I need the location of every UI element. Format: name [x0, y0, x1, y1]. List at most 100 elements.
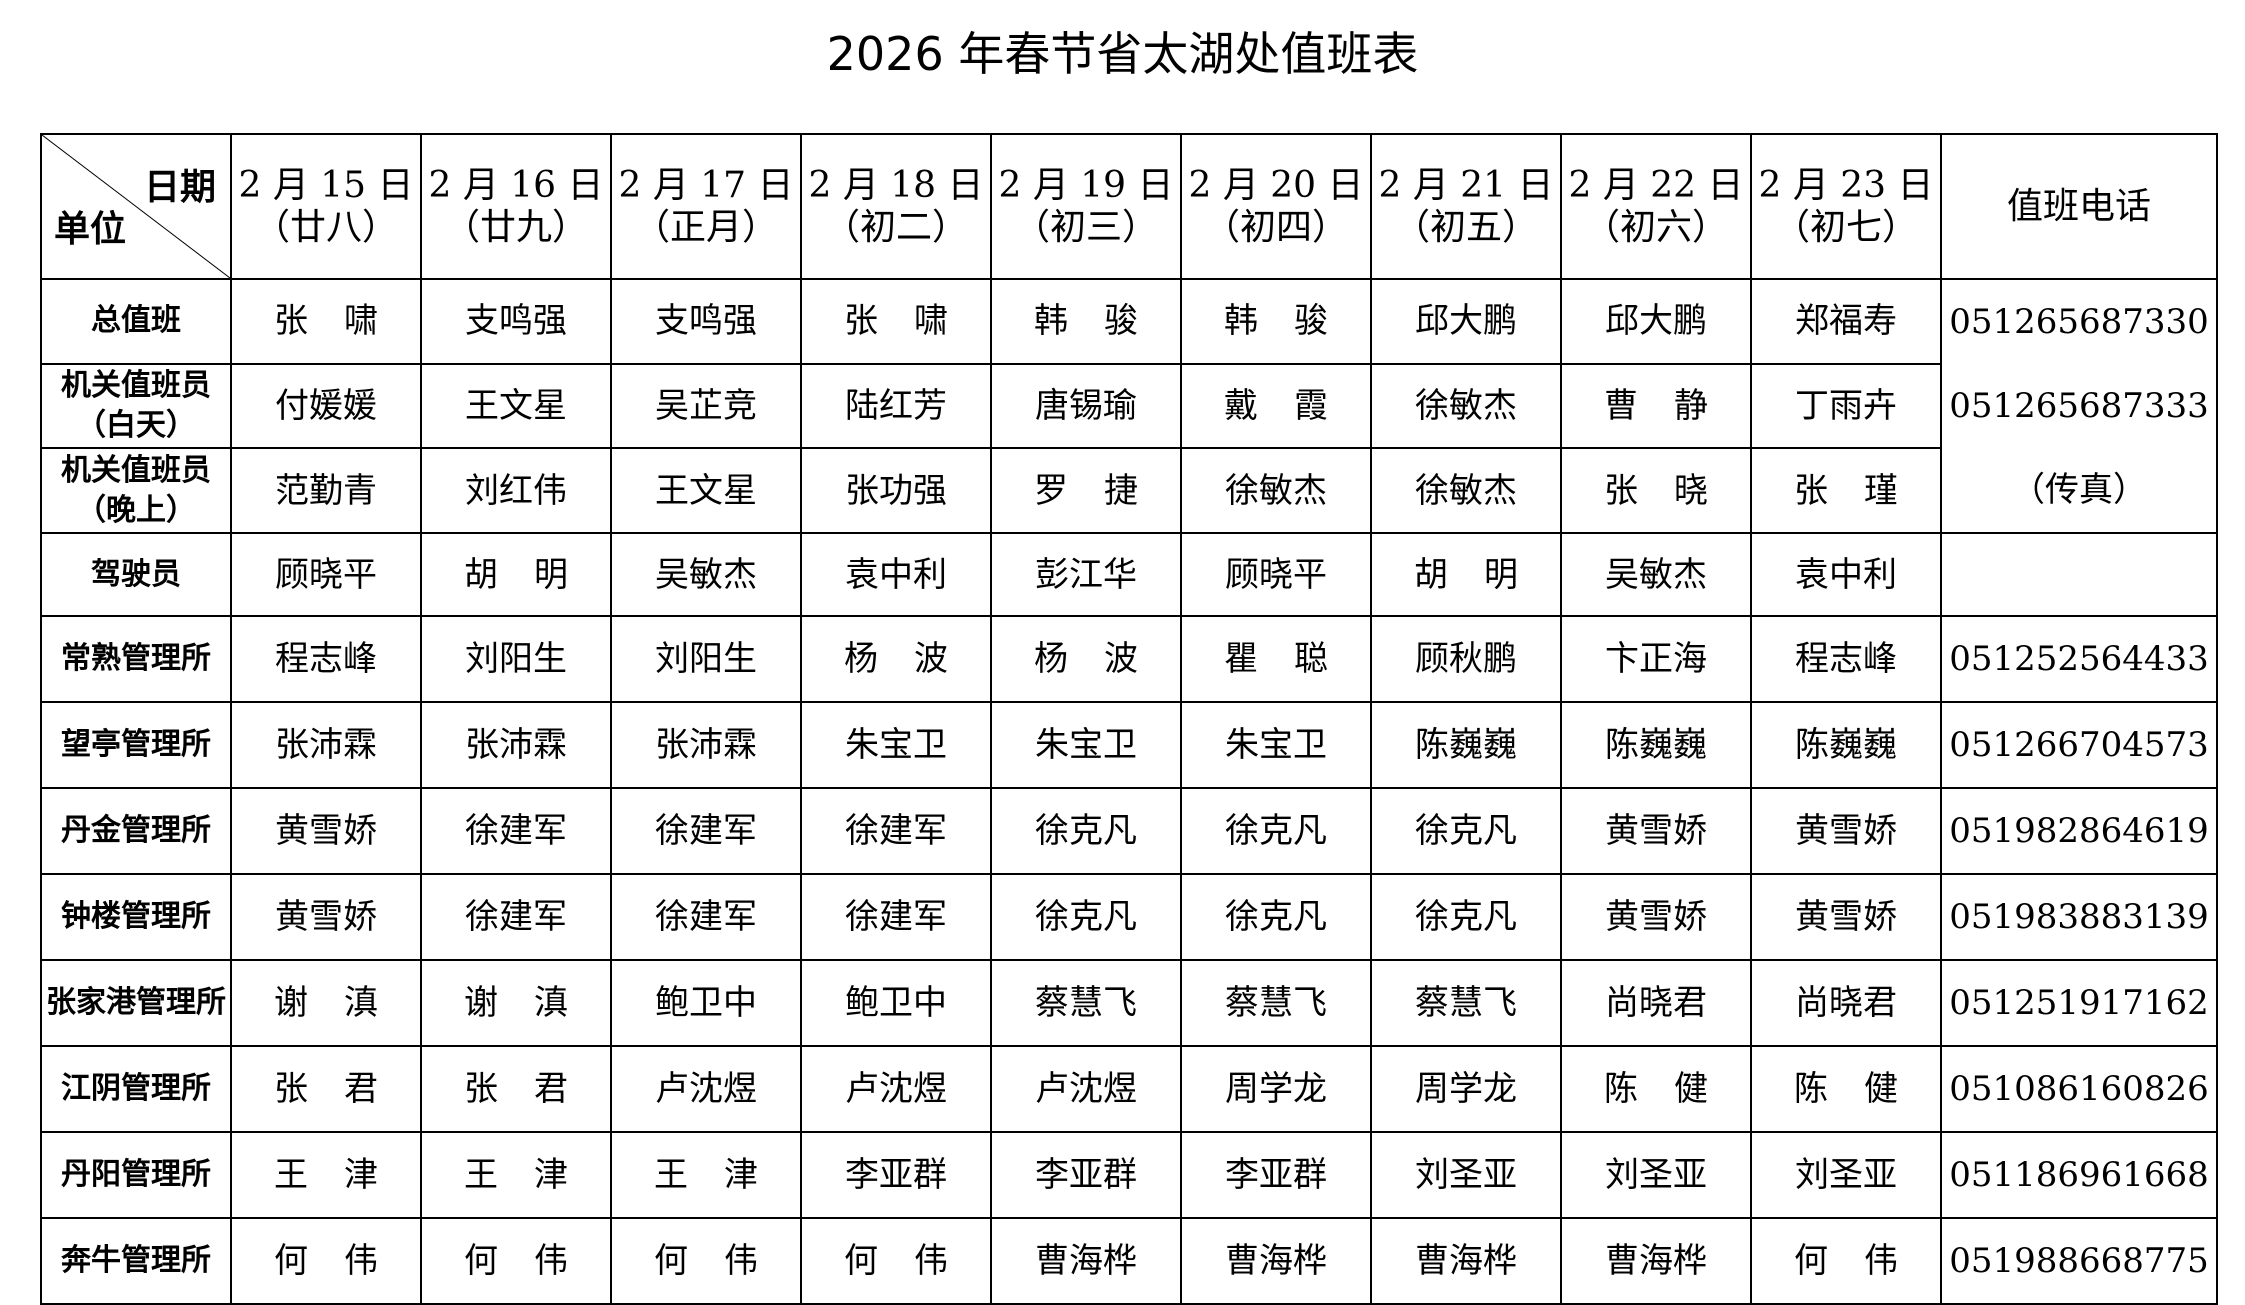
duty-person-cell: 谢滇	[230, 959, 422, 1047]
unit-cell: 总值班	[40, 278, 232, 365]
duty-person-name: 徐敏杰	[1415, 470, 1517, 511]
duty-person-name: 卢沈煜	[655, 1069, 757, 1109]
duty-person-cell: 瞿聪	[1180, 615, 1372, 703]
duty-table: 日期 单位 2 月 15 日（廿八） 2 月 16 日（廿九） 2 月 17 日（正…	[40, 133, 2218, 1305]
phone-cell: 051251917162	[1940, 959, 2218, 1047]
duty-person-cell: 胡明	[1370, 532, 1562, 617]
duty-person-name: 曹静	[1604, 385, 1744, 426]
duty-person-name: 朱宝卫	[1225, 725, 1327, 765]
duty-person-cell: 唐锡瑜	[990, 362, 1182, 450]
date-label: 2 月 20 日	[1188, 164, 1364, 206]
duty-person-name: 陈巍巍	[1795, 725, 1897, 765]
duty-person-name: 程志峰	[275, 639, 377, 679]
duty-person-name: 刘圣亚	[1415, 1155, 1517, 1195]
duty-person-name: 张瑾	[1794, 470, 1934, 511]
duty-person-cell: 王文星	[610, 447, 802, 534]
phone-cell: 051266704573	[1940, 701, 2218, 789]
duty-person-name: 袁中利	[1795, 554, 1897, 595]
duty-person-cell: 袁中利	[800, 532, 992, 617]
unit-cell: 钟楼管理所	[40, 873, 232, 961]
duty-person-cell: 蔡慧飞	[1370, 959, 1562, 1047]
duty-person-cell: 徐建军	[800, 873, 992, 961]
duty-person-name: 徐克凡	[1415, 897, 1517, 937]
duty-person-cell: 李亚群	[800, 1131, 992, 1219]
duty-person-name: 黄雪娇	[275, 897, 377, 937]
duty-person-name: 尚晓君	[1605, 983, 1707, 1023]
duty-person-name: 唐锡瑜	[1035, 385, 1137, 426]
duty-person-name: 罗捷	[1034, 470, 1174, 511]
table-row: 张家港管理所 谢滇 谢滇 鲍卫中 鲍卫中 蔡慧飞 蔡慧飞 蔡慧飞 尚晓君 尚晓君 051251917…	[40, 959, 2218, 1047]
duty-person-cell: 刘阳生	[610, 615, 802, 703]
table-row: 驾驶员 顾晓平 胡明 吴敏杰 袁中利 彭江华 顾晓平 胡明 吴敏杰 袁中利	[40, 532, 2218, 617]
phone-cell: 051252564433	[1940, 615, 2218, 703]
duty-person-name: 陈巍巍	[1415, 725, 1517, 765]
duty-person-cell: 张君	[230, 1045, 422, 1133]
duty-person-name: 刘阳生	[465, 639, 567, 679]
duty-person-cell: 何伟	[610, 1217, 802, 1305]
duty-person-name: 蔡慧飞	[1225, 983, 1327, 1023]
unit-cell: 常熟管理所	[40, 615, 232, 703]
duty-person-name: 彭江华	[1035, 554, 1137, 595]
office-phone-line: 051265687330	[1949, 302, 2209, 342]
duty-person-cell: 徐敏杰	[1370, 447, 1562, 534]
lunar-date-label: （廿九）	[443, 206, 588, 248]
duty-person-name: 戴霞	[1224, 385, 1364, 426]
duty-person-cell: 徐建军	[610, 787, 802, 875]
duty-person-cell: 蔡慧飞	[990, 959, 1182, 1047]
duty-person-name: 杨波	[1034, 639, 1174, 679]
office-phone-line: （传真）	[2011, 470, 2147, 510]
duty-person-name: 李亚群	[1225, 1155, 1327, 1195]
duty-person-name: 谢滇	[274, 983, 414, 1023]
duty-person-name: 张晓	[1604, 470, 1744, 511]
duty-person-name: 张君	[464, 1069, 604, 1109]
duty-person-name: 范勤青	[275, 470, 377, 511]
duty-person-name: 谢滇	[464, 983, 604, 1023]
duty-person-name: 徐建军	[845, 811, 947, 851]
duty-person-name: 何伟	[464, 1241, 604, 1281]
duty-person-name: 徐敏杰	[1415, 385, 1517, 426]
duty-person-name: 张沛霖	[465, 725, 567, 765]
duty-person-cell: 鲍卫中	[610, 959, 802, 1047]
duty-person-cell: 曹海桦	[1560, 1217, 1752, 1305]
duty-person-name: 王津	[274, 1155, 414, 1195]
duty-person-cell: 支鸣强	[420, 278, 612, 365]
duty-person-name: 蔡慧飞	[1415, 983, 1517, 1023]
duty-person-name: 刘圣亚	[1795, 1155, 1897, 1195]
duty-person-name: 黄雪娇	[275, 811, 377, 851]
duty-person-cell: 张沛霖	[610, 701, 802, 789]
date-label: 2 月 16 日	[428, 164, 604, 206]
date-header-3: 2 月 17 日（正月）	[610, 133, 802, 280]
duty-person-cell: 范勤青	[230, 447, 422, 534]
lunar-date-label: （初二）	[823, 206, 968, 248]
lunar-date-label: （初七）	[1773, 206, 1918, 248]
duty-person-cell: 徐敏杰	[1180, 447, 1372, 534]
duty-person-name: 卢沈煜	[1035, 1069, 1137, 1109]
duty-person-name: 徐克凡	[1225, 811, 1327, 851]
duty-person-cell: 邱大鹏	[1560, 278, 1752, 365]
duty-person-cell: 王文星	[420, 362, 612, 450]
corner-unit-label: 单位	[54, 209, 127, 250]
duty-person-name: 张啸	[274, 301, 414, 342]
duty-person-name: 鲍卫中	[845, 983, 947, 1023]
duty-person-cell: 陈巍巍	[1560, 701, 1752, 789]
date-header-1: 2 月 15 日（廿八）	[230, 133, 422, 280]
duty-person-cell: 张沛霖	[420, 701, 612, 789]
table-row: 江阴管理所 张君 张君 卢沈煜 卢沈煜 卢沈煜 周学龙 周学龙 陈健 陈健 051086160826	[40, 1045, 2218, 1133]
duty-person-cell: 陈巍巍	[1370, 701, 1562, 789]
duty-person-cell: 黄雪娇	[230, 787, 422, 875]
duty-person-name: 胡明	[464, 554, 604, 595]
duty-person-cell: 黄雪娇	[1560, 873, 1752, 961]
duty-person-name: 朱宝卫	[845, 725, 947, 765]
phone-cell: 051982864619	[1940, 787, 2218, 875]
duty-person-name: 付媛媛	[275, 385, 377, 426]
duty-person-cell: 黄雪娇	[1560, 787, 1752, 875]
duty-person-name: 邱大鹏	[1415, 301, 1517, 342]
duty-person-name: 卢沈煜	[845, 1069, 947, 1109]
duty-person-name: 顾晓平	[1225, 554, 1327, 595]
unit-cell: 丹金管理所	[40, 787, 232, 875]
date-label: 2 月 21 日	[1378, 164, 1554, 206]
duty-person-name: 黄雪娇	[1795, 897, 1897, 937]
duty-person-name: 吴敏杰	[655, 554, 757, 595]
phone-cell: 051988668775	[1940, 1217, 2218, 1305]
duty-person-name: 吴敏杰	[1605, 554, 1707, 595]
